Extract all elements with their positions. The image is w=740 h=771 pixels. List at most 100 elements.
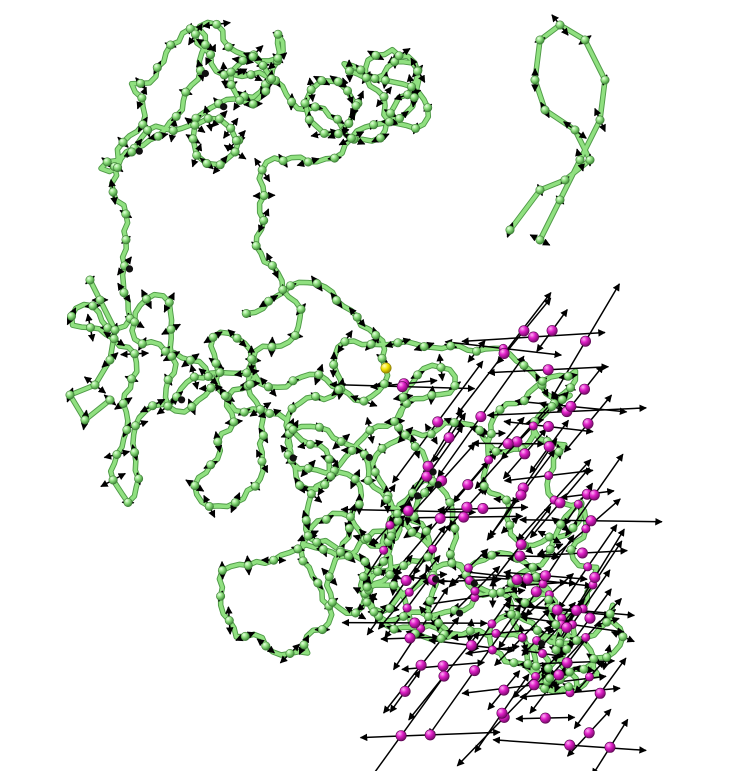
green-bead — [185, 355, 195, 365]
green-bead — [229, 417, 239, 427]
green-bead — [241, 308, 251, 318]
green-bead — [278, 285, 288, 295]
green-bead — [269, 555, 279, 565]
magenta-bead — [539, 570, 551, 582]
green-bead — [127, 147, 137, 157]
magenta-bead — [463, 563, 473, 573]
terminal-bead — [178, 396, 186, 404]
green-bead — [265, 408, 275, 418]
magenta-bead — [496, 707, 508, 719]
green-bead — [410, 442, 420, 452]
green-bead — [407, 527, 417, 537]
terminal-bead — [456, 609, 464, 617]
magenta-bead — [515, 489, 527, 501]
green-bead — [313, 578, 323, 588]
magenta-bead — [519, 448, 531, 460]
green-bead — [436, 633, 446, 643]
green-bead — [287, 97, 297, 107]
magenta-bead — [561, 621, 573, 633]
green-bead — [103, 323, 113, 333]
green-bead — [423, 611, 433, 621]
green-bead — [360, 557, 370, 567]
green-bead — [495, 405, 505, 415]
green-bead — [190, 120, 200, 130]
green-bead — [369, 607, 379, 617]
green-bead — [293, 544, 303, 554]
green-bead — [171, 111, 181, 121]
green-bead — [166, 40, 176, 50]
magenta-bead — [517, 632, 527, 642]
magenta-bead — [581, 632, 591, 642]
green-bead — [602, 617, 612, 627]
green-bead — [108, 187, 118, 197]
green-bead — [557, 395, 567, 405]
green-bead — [264, 296, 274, 306]
green-bead — [226, 67, 236, 77]
green-bead — [426, 429, 436, 439]
green-bead — [384, 117, 394, 127]
green-bead — [560, 175, 570, 185]
green-bead — [314, 422, 324, 432]
green-bead — [285, 281, 295, 291]
magenta-bead — [422, 460, 434, 472]
green-bead — [109, 334, 119, 344]
green-bead — [528, 562, 538, 572]
magenta-bead — [528, 679, 540, 691]
green-bead — [565, 667, 575, 677]
magenta-bead — [498, 684, 510, 696]
magenta-bead — [528, 421, 538, 431]
green-bead — [506, 609, 516, 619]
green-bead — [215, 367, 225, 377]
magenta-bead — [502, 438, 514, 450]
green-bead — [303, 157, 313, 167]
magenta-bead — [395, 730, 407, 742]
green-bead — [505, 520, 515, 530]
green-bead — [310, 102, 320, 112]
green-bead — [226, 123, 236, 133]
green-bead — [238, 56, 248, 66]
green-bead — [572, 635, 582, 645]
green-bead — [537, 376, 547, 386]
terminal-bead — [429, 468, 437, 476]
green-bead — [340, 337, 350, 347]
magenta-bead — [443, 432, 455, 444]
green-bead — [67, 311, 77, 321]
green-bead — [258, 430, 268, 440]
green-bead — [375, 133, 385, 143]
magenta-bead — [402, 603, 412, 613]
green-bead — [345, 512, 355, 522]
green-bead — [618, 632, 628, 642]
green-bead — [295, 480, 305, 490]
green-bead — [351, 101, 361, 111]
green-bead — [535, 35, 545, 45]
terminal-bead — [432, 575, 440, 583]
green-bead — [555, 20, 565, 30]
green-bead — [102, 157, 112, 167]
green-bead — [400, 430, 410, 440]
magenta-bead — [462, 479, 474, 491]
green-bead — [108, 475, 118, 485]
green-bead — [565, 383, 575, 393]
green-bead — [413, 370, 423, 380]
magenta-bead — [581, 524, 591, 534]
green-bead — [520, 598, 530, 608]
green-bead — [203, 114, 213, 124]
green-bead — [479, 481, 489, 491]
green-bead — [343, 551, 353, 561]
green-bead — [247, 354, 257, 364]
green-bead — [605, 609, 615, 619]
green-bead — [85, 323, 95, 333]
green-bead — [554, 447, 564, 457]
green-bead — [410, 123, 420, 133]
magenta-bead — [404, 587, 414, 597]
green-bead — [187, 402, 197, 412]
green-bead — [148, 401, 158, 411]
green-bead — [580, 35, 590, 45]
green-bead — [366, 339, 376, 349]
magenta-bead — [551, 604, 563, 616]
terminal-bead — [413, 492, 422, 500]
green-bead — [333, 129, 343, 139]
green-bead — [344, 119, 354, 129]
magenta-bead — [400, 574, 412, 586]
